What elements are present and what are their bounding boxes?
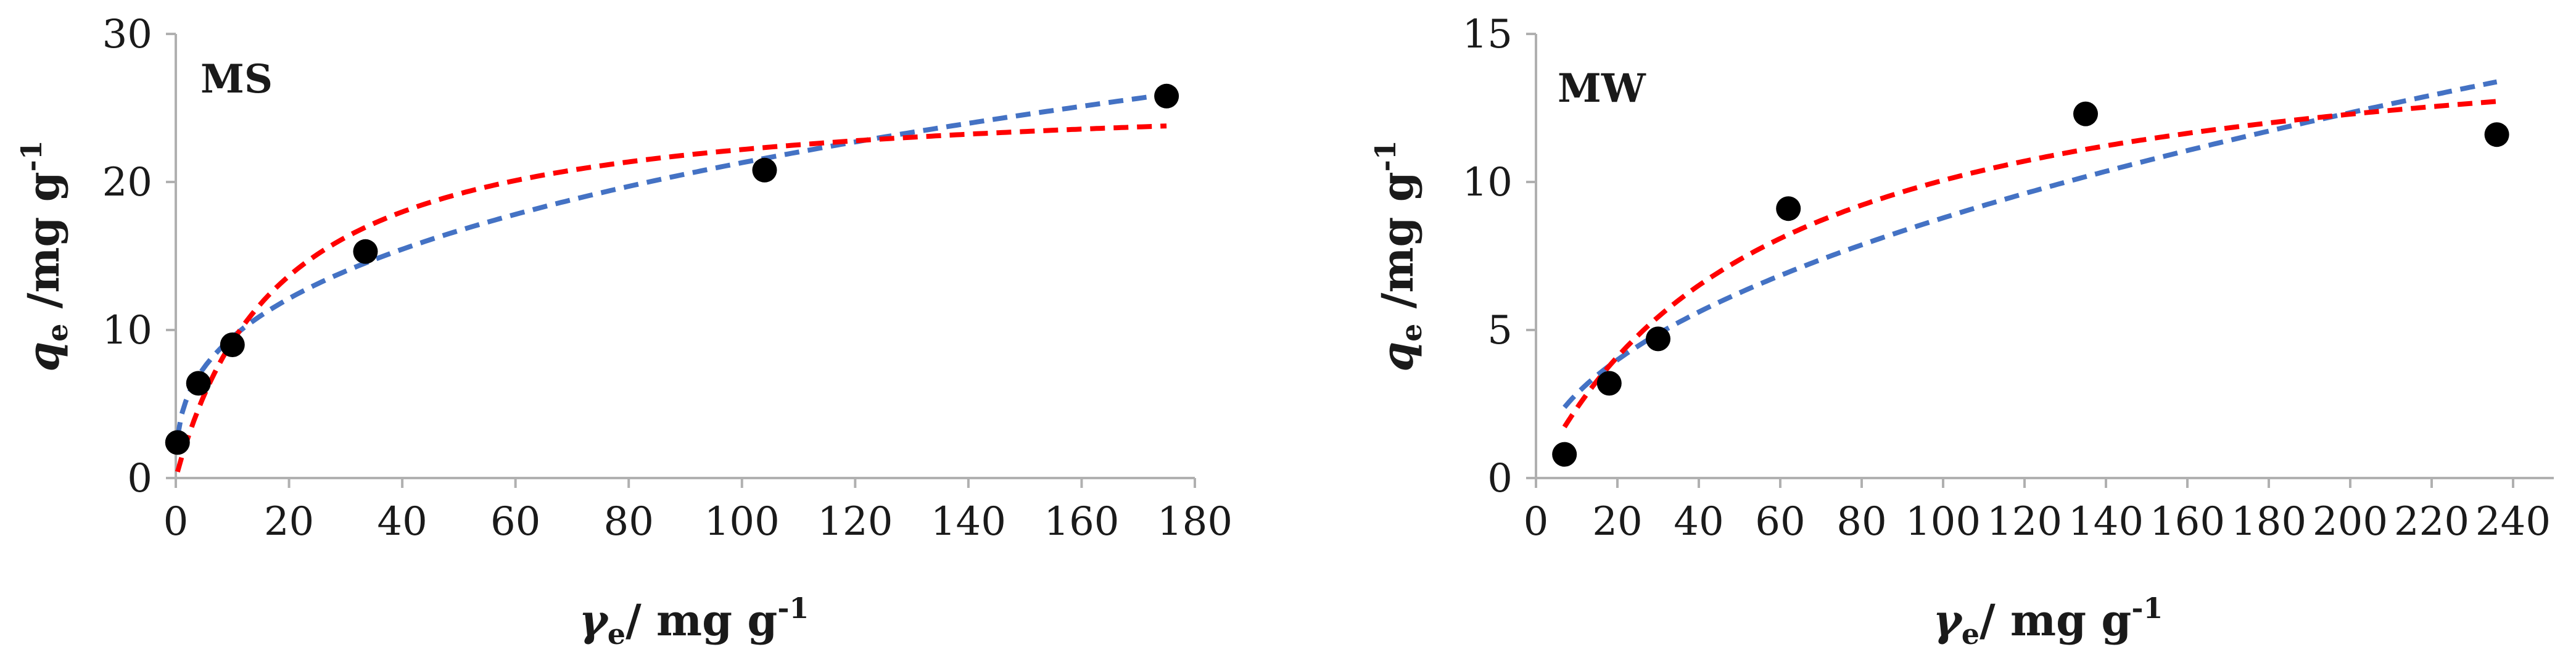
y-tick-label: 10 (1463, 160, 1513, 205)
y-axis-label-symbol: q (1372, 342, 1423, 372)
x-axis-label-symbol: γ (1933, 595, 1963, 646)
x-tick-label: 40 (1674, 499, 1724, 545)
fit-curve-freundlich (175, 92, 1167, 437)
y-axis-label-superscript: -1 (1369, 140, 1402, 171)
fit-curve-freundlich (1563, 79, 2498, 409)
y-axis-label-text: /mg g (18, 171, 69, 323)
data-point (220, 332, 245, 357)
x-tick-label: 160 (1044, 499, 1119, 545)
x-axis-label-superscript: -1 (777, 592, 809, 625)
fit-curve-langmuir (1562, 99, 2497, 429)
x-tick-label: 200 (2313, 499, 2388, 545)
x-tick-label: 120 (817, 499, 893, 545)
y-tick-label: 5 (1487, 308, 1513, 353)
x-tick-label: 60 (1755, 499, 1805, 545)
panel-label: MS (200, 56, 273, 102)
x-tick-label: 20 (264, 499, 314, 545)
x-tick-label: 100 (1905, 499, 1981, 545)
data-point (186, 371, 211, 396)
x-axis-label-text: / mg g (1979, 595, 2131, 646)
y-axis-label: qe /mg g-1 (1369, 140, 1428, 372)
data-point (1646, 326, 1670, 352)
data-point (1776, 196, 1801, 221)
y-axis-label-subscript: e (41, 324, 74, 342)
data-point (752, 157, 777, 183)
x-tick-label: 180 (2231, 499, 2306, 545)
y-tick-label: 15 (1463, 12, 1513, 57)
y-axis-label-subscript: e (1395, 324, 1428, 342)
x-axis-label-text: / mg g (625, 595, 777, 646)
x-tick-label: 80 (1836, 499, 1886, 545)
data-point (1154, 83, 1179, 109)
x-tick-label: 40 (377, 499, 427, 545)
x-axis-label: γe/ mg g-1 (579, 592, 809, 651)
y-tick-label: 0 (127, 456, 152, 501)
x-tick-label: 0 (163, 499, 189, 545)
x-tick-label: 140 (931, 499, 1006, 545)
panel-label: MW (1558, 65, 1646, 112)
data-point (353, 239, 378, 264)
y-tick-label: 10 (102, 308, 152, 353)
y-axis-label-symbol: q (18, 342, 69, 372)
data-point (2073, 101, 2098, 126)
data-point (1596, 371, 1622, 396)
x-axis-label-subscript: e (1962, 617, 1979, 651)
y-tick-label: 0 (1487, 456, 1513, 501)
y-axis-label-superscript: -1 (15, 140, 48, 171)
x-tick-label: 120 (1987, 499, 2062, 545)
x-tick-label: 180 (1157, 499, 1232, 545)
x-tick-label: 80 (604, 499, 654, 545)
y-tick-label: 20 (102, 160, 152, 205)
chart-panel-mw: 0 5 10 15 0 20 40 60 80 100 120 140 160 180 200 220 240 M… (1369, 12, 2554, 651)
fit-curve-langmuir (175, 123, 1167, 472)
x-axis-label-superscript: -1 (2131, 592, 2163, 625)
x-tick-label: 0 (1524, 499, 1549, 545)
x-tick-label: 100 (704, 499, 780, 545)
x-tick-label: 220 (2394, 499, 2469, 545)
x-axis-label-symbol: γ (579, 595, 609, 646)
data-point (2484, 122, 2509, 147)
y-axis-label-text: /mg g (1372, 171, 1423, 323)
x-tick-label: 160 (2150, 499, 2225, 545)
data-point (1552, 442, 1577, 467)
y-axis-label: qe /mg g-1 (15, 140, 74, 372)
y-tick-label: 30 (102, 12, 152, 57)
data-point (165, 430, 190, 455)
x-axis-label-subscript: e (608, 617, 625, 651)
x-tick-label: 20 (1592, 499, 1642, 545)
x-tick-label: 240 (2475, 499, 2551, 545)
x-tick-label: 140 (2068, 499, 2144, 545)
x-axis-label: γe/ mg g-1 (1933, 592, 2163, 651)
x-tick-label: 60 (490, 499, 540, 545)
